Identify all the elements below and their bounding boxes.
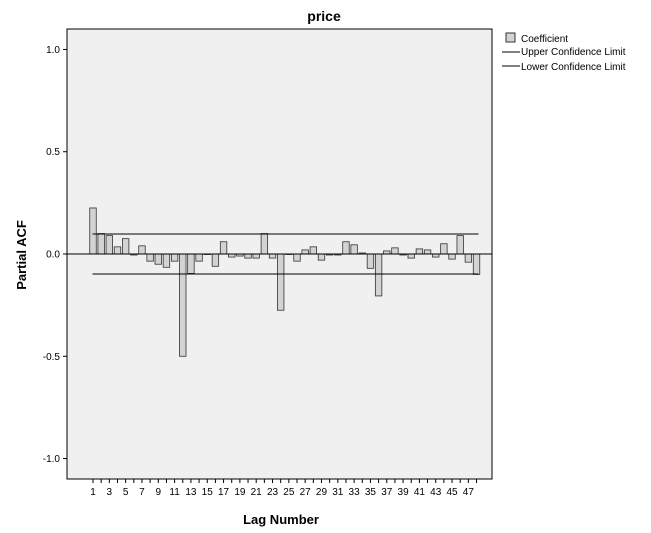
bar-lag-28 (309, 246, 317, 255)
y-axis: 1.0 0.5 0.0 -0.5 -1.0 (43, 45, 67, 465)
y-tick-label: -0.5 (43, 352, 61, 363)
x-tick-label: 1 (90, 487, 96, 498)
bar-lag-47 (464, 253, 473, 263)
bar-lag-33 (350, 244, 358, 255)
bar-lag-44 (440, 243, 448, 255)
bar-lag-24 (277, 253, 285, 311)
bar-lag-17 (219, 241, 228, 255)
x-tick-label: 21 (251, 487, 263, 498)
y-tick-label: -1.0 (43, 454, 61, 465)
y-tick-label: 1.0 (46, 45, 60, 56)
bar-lag-23 (268, 253, 277, 259)
legend-label-coefficient: Coefficient (521, 34, 568, 45)
bar-lag-21 (252, 253, 260, 259)
legend-swatch-coefficient (505, 32, 516, 43)
bar-lag-5 (121, 238, 130, 255)
x-tick-label: 41 (414, 487, 426, 498)
x-tick-label: 45 (446, 487, 458, 498)
bar-lag-48 (472, 253, 481, 275)
y-axis-label: Partial ACF (14, 220, 29, 290)
bar-lag-41 (415, 248, 424, 255)
x-axis: 1 3 5 7 9 11 13 15 17 19 21 23 25 27 29 31 33 35 37 39 41 43 4… (90, 479, 478, 498)
bar-lag-11 (170, 253, 179, 262)
y-tick-label: 0.0 (46, 250, 60, 261)
bar-lag-4 (113, 246, 122, 255)
x-tick-label: 43 (430, 487, 442, 498)
x-tick-label: 15 (202, 487, 214, 498)
x-tick-label: 31 (332, 487, 344, 498)
x-tick-label: 9 (155, 487, 161, 498)
bar-lag-14 (195, 253, 203, 262)
bar-lag-35 (366, 253, 375, 269)
x-tick-label: 35 (365, 487, 377, 498)
bar-lag-46 (456, 235, 464, 255)
bar-lag-42 (423, 249, 432, 255)
x-tick-label: 33 (349, 487, 361, 498)
bar-lag-45 (448, 253, 456, 260)
x-tick-label: 25 (283, 487, 295, 498)
bar-lag-9 (154, 253, 162, 265)
x-tick-label: 37 (381, 487, 393, 498)
confidence-limits (67, 233, 492, 275)
bar-lag-13 (187, 253, 195, 274)
bar-lag-38 (391, 247, 399, 255)
bar-lag-1 (89, 207, 97, 255)
y-tick-label: 0.5 (46, 147, 60, 158)
x-tick-label: 27 (300, 487, 312, 498)
x-tick-label: 47 (463, 487, 475, 498)
bar-lag-29 (317, 253, 326, 261)
x-tick-label: 29 (316, 487, 328, 498)
bar-lag-10 (162, 253, 171, 268)
bar-lag-8 (146, 253, 154, 262)
x-tick-label: 23 (267, 487, 279, 498)
chart-title: price (307, 8, 341, 24)
x-tick-label: 5 (123, 487, 129, 498)
x-tick-label: 3 (107, 487, 113, 498)
legend: Coefficient Upper Confidence Limit Lower… (502, 32, 626, 73)
x-tick-label: 11 (169, 487, 180, 498)
legend-label-upper-limit: Upper Confidence Limit (521, 47, 626, 58)
x-axis-label: Lag Number (243, 512, 319, 527)
bar-lag-40 (407, 253, 415, 259)
bar-lag-27 (301, 249, 309, 255)
bar-lag-2 (97, 233, 105, 255)
bar-lag-36 (374, 253, 383, 297)
bar-lag-7 (138, 245, 146, 255)
legend-label-lower-limit: Lower Confidence Limit (521, 62, 626, 73)
x-tick-label: 7 (139, 487, 145, 498)
bar-lag-20 (244, 253, 252, 259)
x-tick-label: 17 (218, 487, 230, 498)
bar-lag-12 (179, 253, 187, 357)
bar-lag-26 (293, 253, 301, 262)
bar-lag-32 (342, 241, 350, 255)
bar-lag-3 (105, 235, 113, 255)
bar-lag-16 (211, 253, 220, 267)
bar-lag-22 (260, 233, 269, 255)
x-tick-label: 19 (234, 487, 246, 498)
x-tick-label: 39 (398, 487, 410, 498)
x-tick-label: 13 (185, 487, 197, 498)
